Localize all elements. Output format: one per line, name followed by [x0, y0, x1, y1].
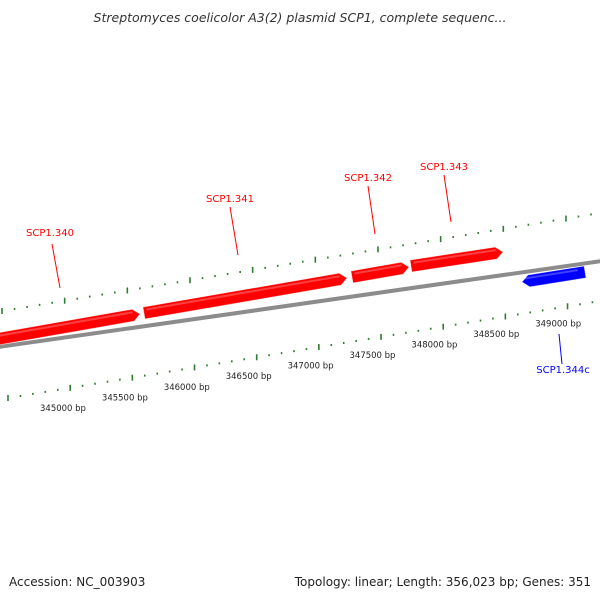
gene-arrow-scp1-340-highlight — [0, 311, 133, 337]
map-title: Streptomyces coelicolor A3(2) plasmid SC… — [93, 10, 507, 25]
accession-text: Accession: NC_003903 — [9, 575, 146, 589]
topology-summary: Topology: linear; Length: 356,023 bp; Ge… — [294, 575, 591, 589]
dna-backbone — [0, 259, 600, 349]
gene-label-scp1-340[interactable]: SCP1.340 — [26, 228, 74, 239]
gene-leader-line — [558, 333, 563, 365]
gene-leader-line — [443, 174, 452, 223]
gene-arrow-scp1-344c-highlight — [524, 269, 578, 280]
gene-label-scp1-341[interactable]: SCP1.341 — [206, 194, 254, 205]
dna-backbone-line — [0, 259, 600, 349]
scale-label-346000: 346000 bp — [164, 383, 210, 393]
scale-label-345500: 345500 bp — [102, 393, 148, 403]
gene-arrow-scp1-340[interactable] — [0, 308, 141, 346]
gene-label-scp1-342[interactable]: SCP1.342 — [344, 173, 392, 184]
gene-labels: SCP1.340 SCP1.341 SCP1.342 SCP1.343 SCP1.344… — [26, 162, 590, 376]
scale-label-347500: 347500 bp — [350, 351, 396, 361]
upper-tick-track — [1, 213, 592, 314]
gene-arrow-scp1-342[interactable] — [350, 261, 410, 284]
gene-track — [0, 246, 587, 346]
gene-arrow-scp1-343[interactable] — [409, 246, 504, 273]
gene-label-scp1-344c[interactable]: SCP1.344c — [536, 365, 590, 376]
gene-arrow-scp1-341[interactable] — [142, 272, 348, 320]
lower-tick-track — [7, 301, 594, 401]
gene-leader-line — [367, 185, 376, 235]
gene-arrow-scp1-342-highlight — [354, 264, 402, 275]
scale-labels: 345000 bp 345500 bp 346000 bp 346500 bp 3470… — [40, 319, 581, 414]
scale-label-345000: 345000 bp — [40, 404, 86, 414]
gene-label-scp1-343[interactable]: SCP1.343 — [420, 162, 468, 173]
gene-leader-line — [229, 206, 239, 256]
scale-label-348000: 348000 bp — [411, 340, 457, 350]
scale-label-347000: 347000 bp — [288, 362, 334, 372]
gene-arrow-scp1-341-highlight — [146, 275, 340, 311]
gene-leader-line — [51, 243, 61, 289]
scale-label-348500: 348500 bp — [473, 330, 519, 340]
gene-arrow-scp1-344c[interactable] — [521, 265, 587, 288]
scale-label-346500: 346500 bp — [226, 372, 272, 382]
gene-arrow-scp1-343-highlight — [413, 249, 496, 264]
scale-label-349000: 349000 bp — [535, 319, 581, 329]
